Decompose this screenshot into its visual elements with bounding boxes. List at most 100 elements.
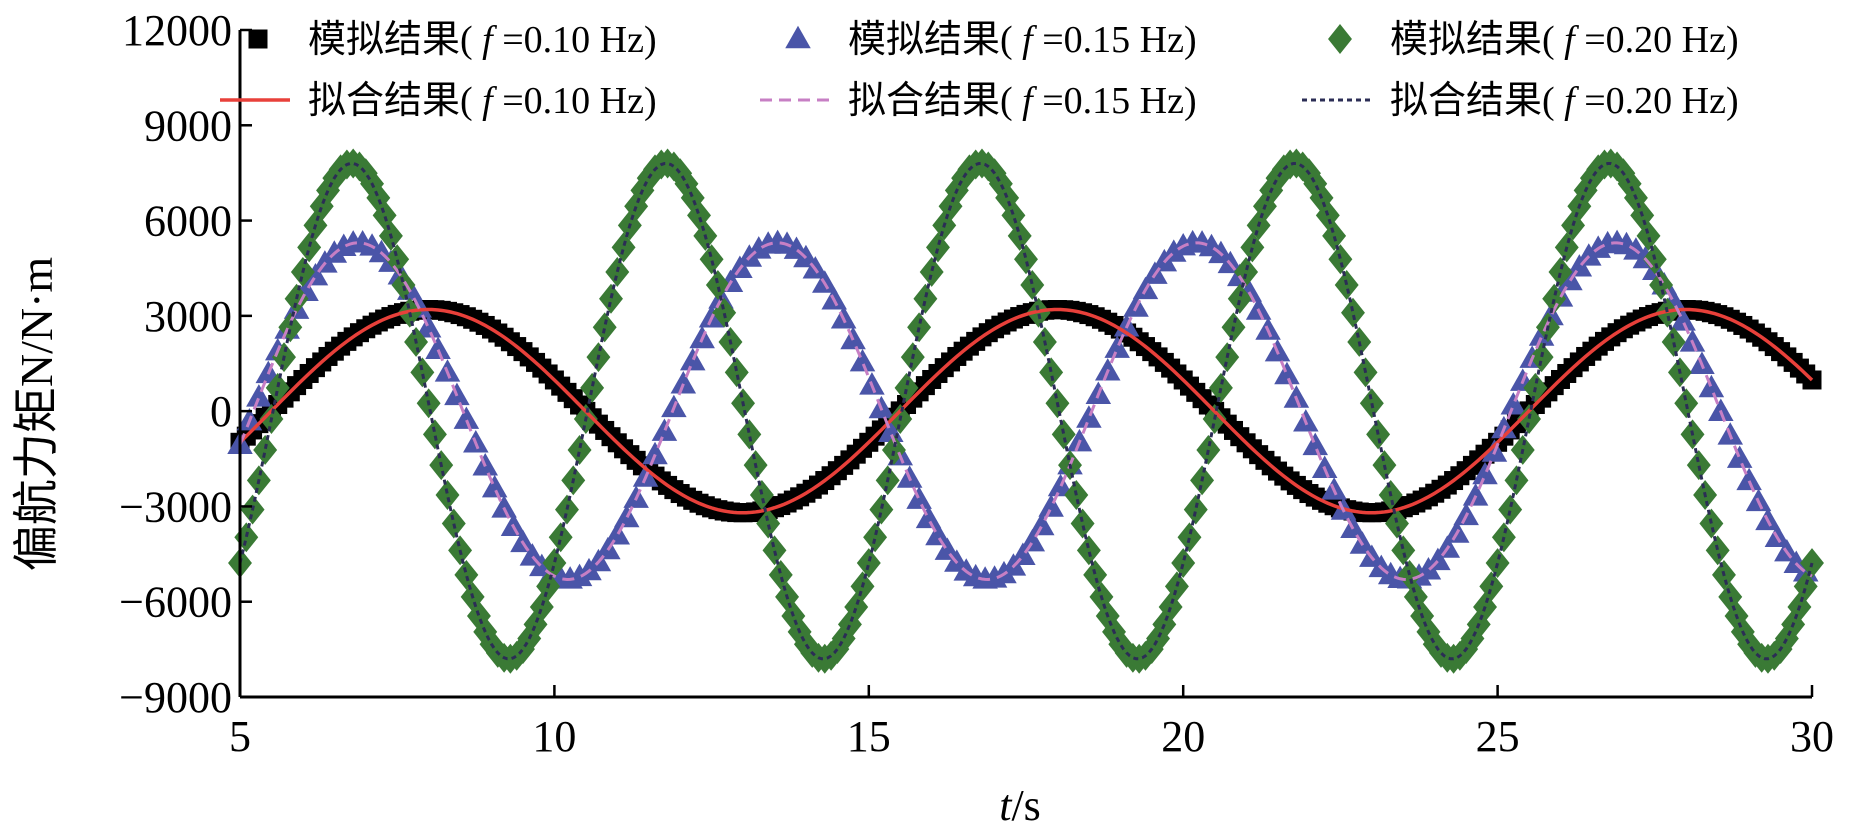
data-point	[385, 244, 410, 275]
data-point	[605, 256, 630, 287]
y-tick-label: 9000	[144, 101, 232, 150]
y-tick-label: −3000	[119, 482, 232, 531]
data-point	[737, 419, 762, 450]
series-line-dotted	[238, 162, 1814, 661]
data-point	[1485, 548, 1510, 578]
y-tick-label: 6000	[144, 197, 232, 246]
data-point	[1227, 283, 1252, 314]
data-point	[410, 357, 435, 388]
data-point	[1322, 220, 1347, 251]
legend-item: 模拟结果( f =0.20 Hz)	[1328, 19, 1739, 61]
data-point	[234, 522, 259, 553]
data-point	[453, 406, 480, 429]
legend-label: 拟合结果( f =0.10 Hz)	[308, 80, 657, 122]
data-point	[1736, 467, 1762, 491]
x-tick-label: 10	[532, 712, 576, 761]
y-axis: −9000 −6000 −3000 0 3000 6000 9000 12000	[119, 6, 252, 722]
data-point	[1542, 283, 1567, 314]
x-axis-title: t/s	[999, 781, 1041, 830]
data-point	[1177, 522, 1202, 553]
data-point	[1302, 432, 1329, 456]
data-point	[1517, 404, 1542, 434]
data-point	[1472, 461, 1498, 485]
data-point	[441, 508, 466, 539]
legend-item: 拟合结果( f =0.10 Hz)	[220, 80, 657, 122]
plot-area	[227, 148, 1824, 674]
data-point	[466, 601, 491, 631]
data-point	[1328, 244, 1353, 275]
data-point	[1422, 629, 1447, 660]
legend-label: 模拟结果( f =0.20 Hz)	[1390, 19, 1739, 61]
data-point	[542, 548, 567, 578]
data-point	[1548, 256, 1573, 287]
data-point	[1019, 528, 1046, 552]
legend-label: 拟合结果( f =0.20 Hz)	[1390, 80, 1739, 122]
y-tick-label: −6000	[119, 578, 232, 627]
data-point	[1051, 419, 1076, 450]
x-axis: 5 10 15 20 25 30	[229, 685, 1834, 761]
data-point	[913, 283, 938, 314]
data-point	[1529, 342, 1554, 373]
data-point	[1076, 405, 1102, 428]
data-point	[1208, 372, 1233, 403]
data-point	[491, 495, 517, 518]
data-point	[422, 419, 447, 450]
data-point	[1020, 270, 1045, 300]
x-axis-title-unit: /s	[1011, 781, 1040, 830]
data-point	[1076, 535, 1101, 566]
data-point	[580, 372, 605, 403]
data-point	[915, 505, 942, 529]
data-point	[1391, 535, 1416, 566]
x-tick-label: 20	[1161, 712, 1205, 761]
data-point	[705, 270, 730, 300]
data-point	[1425, 547, 1451, 571]
x-tick-label: 5	[229, 712, 251, 761]
legend-label: 模拟结果( f =0.10 Hz)	[308, 19, 657, 61]
legend: 模拟结果( f =0.10 Hz) 模拟结果( f =0.15 Hz) 模拟结果( …	[220, 19, 1739, 122]
data-point	[246, 384, 272, 407]
data-point	[749, 480, 774, 510]
data-point	[1265, 163, 1290, 194]
data-point	[1708, 398, 1734, 421]
y-tick-label: −9000	[119, 673, 232, 722]
data-point	[1686, 450, 1711, 481]
data-point	[642, 441, 668, 465]
data-point	[435, 480, 460, 510]
x-tick-label: 15	[847, 712, 891, 761]
data-point	[1674, 388, 1699, 419]
data-point	[1028, 512, 1055, 536]
data-point	[951, 163, 976, 194]
data-point	[1014, 244, 1038, 275]
data-point	[1108, 629, 1133, 660]
data-point	[1479, 571, 1504, 602]
y-axis-title: 偏航力矩N/N·m	[11, 257, 62, 572]
data-point	[699, 244, 724, 275]
data-point	[1083, 559, 1108, 590]
data-point	[567, 435, 592, 465]
data-point	[1196, 435, 1221, 465]
data-point	[1104, 335, 1130, 358]
series-square-markers	[230, 300, 1822, 523]
legend-label: 模拟结果( f =0.15 Hz)	[848, 19, 1197, 61]
data-point	[366, 182, 391, 213]
data-point	[1171, 548, 1196, 578]
legend-item: 拟合结果( f =0.20 Hz)	[1302, 80, 1739, 122]
data-point	[894, 372, 919, 403]
data-point	[670, 371, 697, 394]
data-point	[1793, 571, 1818, 602]
data-point	[1800, 548, 1824, 578]
y-tick-label: 3000	[144, 292, 232, 341]
y-tick-label: 0	[210, 387, 232, 436]
legend-marker	[1328, 24, 1352, 54]
data-point	[481, 474, 508, 498]
legend-marker	[248, 29, 268, 49]
x-tick-label: 30	[1790, 712, 1834, 761]
data-point	[425, 336, 451, 359]
data-point	[762, 535, 787, 566]
data-point	[1164, 571, 1189, 602]
data-point	[1341, 297, 1365, 328]
data-point	[302, 262, 329, 286]
data-point	[1500, 392, 1527, 415]
data-point	[724, 357, 749, 388]
